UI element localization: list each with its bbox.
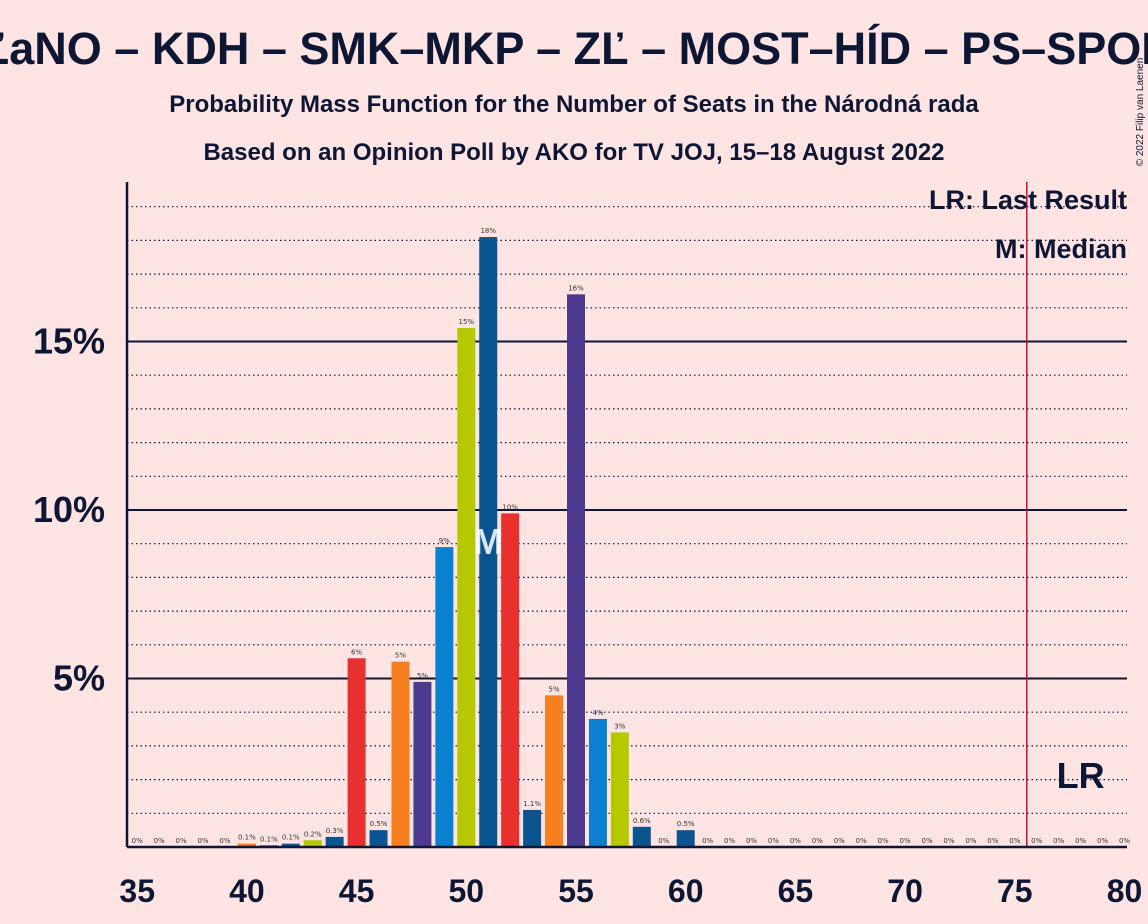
bar-value-label: 0%	[1097, 837, 1108, 845]
bar-value-label: 0%	[658, 837, 669, 845]
bar-value-label: 9%	[439, 537, 450, 545]
x-tick-label: 65	[778, 873, 814, 909]
bar-value-label: 0%	[790, 837, 801, 845]
bar-seat-49	[435, 547, 454, 847]
bar-value-label: 0%	[834, 837, 845, 845]
bar-value-label: 0%	[812, 837, 823, 845]
y-tick-label: 10%	[33, 489, 105, 530]
x-tick-label: 35	[119, 873, 155, 909]
bar-value-label: 0%	[702, 837, 713, 845]
legend-median: M: Median	[995, 234, 1127, 264]
bar-value-label: 15%	[459, 318, 475, 326]
bar-seat-55	[567, 294, 585, 847]
bar-value-label: 0%	[197, 837, 208, 845]
axes: 5% 10% 15% LR 35 40 45 50 55 60 65 70 75 80	[33, 182, 1142, 909]
bar-seat-52	[501, 513, 520, 847]
bar-value-label: 1.1%	[523, 800, 541, 808]
bar-value-label: 10%	[502, 503, 518, 511]
bar-value-label: 0%	[1053, 837, 1064, 845]
chart-subtitle-2: Based on an Opinion Poll by AKO for TV J…	[203, 139, 944, 166]
bar-seat-60	[676, 830, 695, 847]
bar-seat-47	[391, 661, 410, 847]
bar-value-label: 3%	[614, 722, 625, 730]
bar-value-label: 0%	[154, 837, 165, 845]
bar-value-label: 0%	[965, 837, 976, 845]
bar-seat-56	[588, 718, 607, 847]
bar-value-label: 0%	[724, 837, 735, 845]
bar-value-label: 0%	[1009, 837, 1020, 845]
bar-seat-40	[237, 843, 256, 847]
bar-value-label: 0%	[921, 837, 932, 845]
legend-last-result: LR: Last Result	[929, 185, 1127, 215]
bar-value-label: 0%	[132, 837, 143, 845]
bar-value-label: 0%	[987, 837, 998, 845]
bar-value-label: 6%	[351, 648, 362, 656]
bar-value-label: 0%	[943, 837, 954, 845]
bar-seat-58	[632, 826, 651, 847]
bar-value-label: 0.1%	[260, 835, 278, 843]
bar-value-label: 0%	[1075, 837, 1086, 845]
y-tick-label: 15%	[33, 321, 105, 362]
median-marker: M	[473, 521, 503, 562]
bar-seat-50	[457, 328, 476, 847]
bar-value-label: 0%	[900, 837, 911, 845]
chart-subtitle-1: Probability Mass Function for the Number…	[169, 91, 979, 118]
x-tick-label: 55	[558, 873, 594, 909]
bar-seat-53	[523, 809, 542, 847]
bar-seat-43	[303, 840, 322, 847]
bar-value-label: 0.1%	[238, 834, 256, 842]
bar-value-label: 0%	[746, 837, 757, 845]
x-tick-label: 50	[449, 873, 485, 909]
bar-seat-42	[281, 843, 300, 847]
bar-value-label: 0.6%	[633, 817, 651, 825]
bar-value-label: 0.5%	[677, 820, 695, 828]
bar-value-label: 4%	[592, 709, 603, 717]
chart-title: OĽaNO – KDH – SMK–MKP – ZĽ – MOST–HÍD – …	[0, 23, 1148, 74]
bar-value-label: 0%	[856, 837, 867, 845]
bar-value-label: 0%	[219, 837, 230, 845]
bar-value-label: 0%	[878, 837, 889, 845]
x-tick-label: 80	[1107, 873, 1143, 909]
bar-value-label: 0%	[1119, 837, 1130, 845]
bar-value-label: 0.5%	[370, 820, 388, 828]
bar-value-label: 5%	[395, 652, 406, 660]
x-tick-label: 45	[339, 873, 375, 909]
bar-value-label: 5%	[417, 672, 428, 680]
x-tick-label: 70	[887, 873, 923, 909]
bar-value-label: 0.2%	[304, 830, 322, 838]
bar-seat-46	[369, 830, 388, 847]
copyright-note: © 2022 Filip van Laenen	[1135, 58, 1146, 167]
bar-seat-44	[325, 836, 344, 847]
bar-value-label: 0%	[176, 837, 187, 845]
x-tick-label: 60	[668, 873, 704, 909]
bar-seat-51	[479, 237, 498, 847]
bar-value-label: 16%	[568, 284, 584, 292]
x-tick-label: 75	[997, 873, 1033, 909]
bar-value-label: 5%	[549, 685, 560, 693]
grid-lines	[127, 206, 1127, 814]
y-tick-label: 5%	[53, 658, 105, 699]
bar-value-label: 18%	[480, 227, 496, 235]
bar-seat-57	[610, 732, 629, 847]
bar-value-label: 0%	[1031, 837, 1042, 845]
bar-seat-54	[545, 695, 564, 847]
bar-value-label: 0%	[768, 837, 779, 845]
bar-seat-45	[347, 658, 366, 847]
x-tick-label: 40	[229, 873, 265, 909]
bars: 0% 0% 0% 0% 0% 0.1% 0.1% 0.1% 0.2% 0.3% 6% 0.5% 5% 5%…	[132, 227, 1130, 847]
last-result-marker: LR	[1057, 755, 1105, 796]
bar-value-label: 0.1%	[282, 834, 300, 842]
bar-seat-48	[413, 681, 432, 847]
bar-value-label: 0.3%	[326, 827, 344, 835]
